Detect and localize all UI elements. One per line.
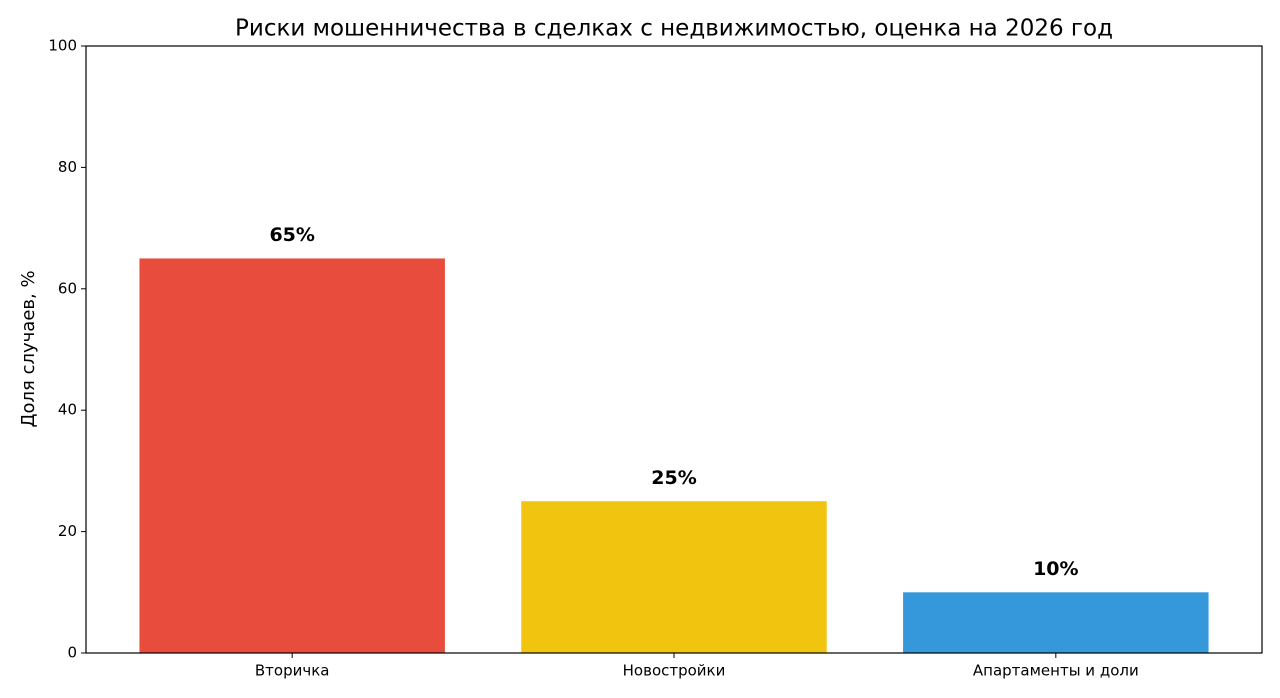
y-tick-label: 40: [58, 401, 77, 419]
y-axis-label: Доля случаев, %: [18, 270, 39, 427]
x-tick-label: Новостройки: [623, 662, 726, 680]
y-tick-label: 20: [58, 522, 77, 540]
plot-frame: [85, 45, 1263, 654]
bar: [903, 592, 1209, 653]
y-tick-label: 80: [58, 158, 77, 176]
y-tick-label: 60: [58, 279, 77, 297]
y-tick-label: 100: [48, 37, 77, 55]
x-tick-label: Апартаменты и доли: [973, 662, 1139, 680]
bar: [139, 258, 445, 653]
bar: [521, 501, 827, 653]
x-tick-label: Вторичка: [255, 662, 330, 680]
value-label: 25%: [651, 467, 696, 489]
value-label: 65%: [269, 224, 314, 246]
value-label: 10%: [1033, 558, 1078, 580]
chart-title: Риски мошенничества в сделках с недвижим…: [235, 16, 1113, 42]
y-tick-label: 0: [67, 644, 77, 662]
